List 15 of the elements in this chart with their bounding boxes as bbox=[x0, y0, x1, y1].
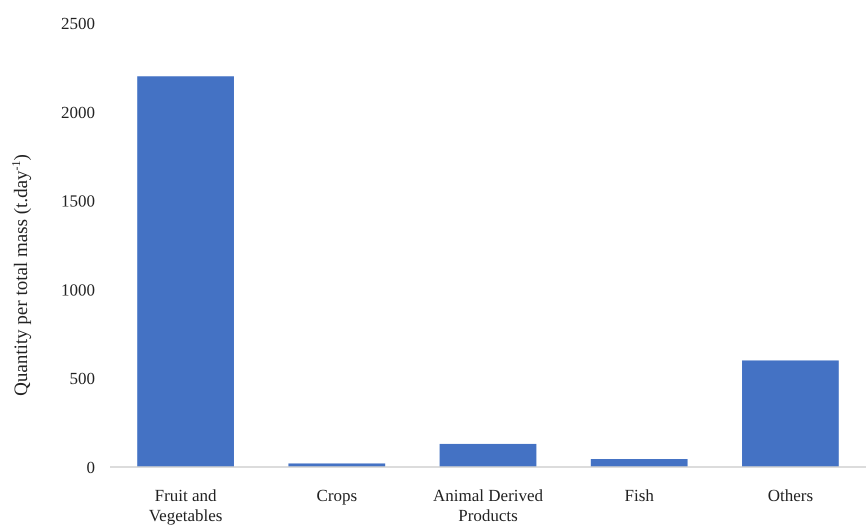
bar bbox=[440, 444, 536, 467]
bar bbox=[590, 459, 688, 467]
bar bbox=[137, 76, 234, 467]
y-tick-label: 1500 bbox=[61, 192, 95, 211]
y-tick-label: 500 bbox=[70, 369, 95, 388]
x-tick-label: Crops bbox=[316, 486, 358, 505]
x-tick-label: Animal Derived Products bbox=[433, 486, 544, 525]
y-tick-label: 2000 bbox=[61, 102, 95, 122]
x-tick-label: Fish bbox=[624, 486, 654, 505]
x-tick-label: Fruit and Vegetables bbox=[148, 486, 222, 525]
bar bbox=[742, 360, 839, 467]
y-tick-label: 2500 bbox=[61, 14, 95, 33]
y-tick-label: 0 bbox=[86, 458, 95, 477]
x-tick-label: Others bbox=[768, 486, 814, 505]
y-tick-label: 1000 bbox=[61, 280, 95, 300]
